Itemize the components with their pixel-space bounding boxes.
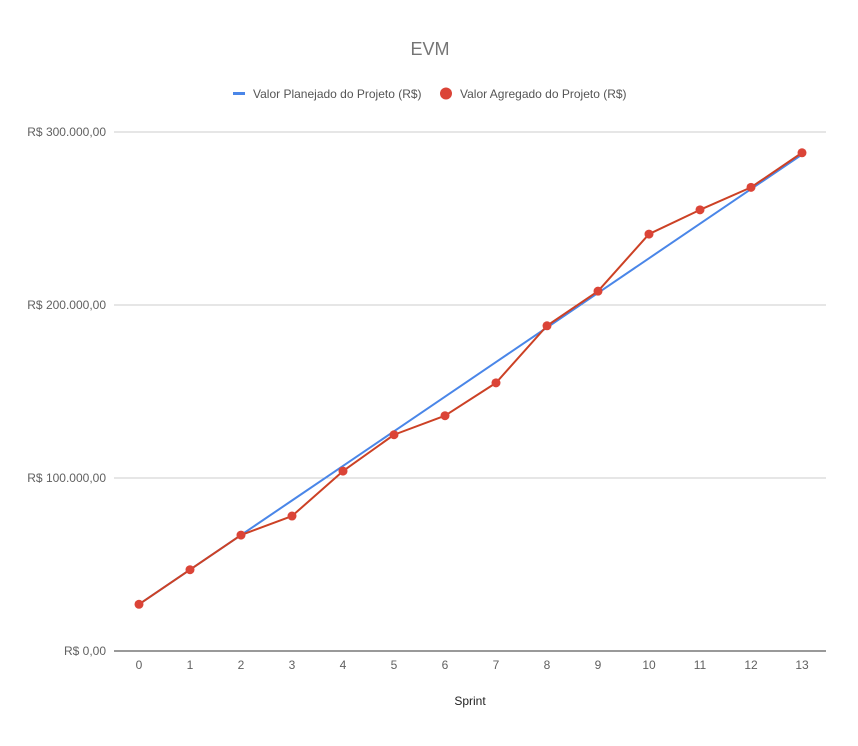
earned-value-point — [185, 565, 195, 575]
earned-value-point — [746, 182, 756, 192]
x-tick-label: 7 — [493, 658, 500, 672]
earned-value-point — [644, 229, 654, 239]
y-tick-label: R$ 300.000,00 — [27, 125, 106, 139]
earned-value-point — [797, 148, 807, 158]
legend-line-marker-planned — [233, 92, 245, 95]
x-axis-ticks: 0 1 2 3 4 5 6 7 8 9 10 11 12 13 — [136, 658, 809, 672]
legend-label-earned: Valor Agregado do Projeto (R$) — [460, 87, 627, 101]
x-axis-title: Sprint — [454, 694, 486, 708]
x-tick-label: 13 — [795, 658, 809, 672]
x-tick-label: 3 — [289, 658, 296, 672]
x-tick-label: 1 — [187, 658, 194, 672]
x-tick-label: 0 — [136, 658, 143, 672]
earned-value-point — [287, 511, 297, 521]
y-tick-label: R$ 0,00 — [64, 644, 106, 658]
x-tick-label: 8 — [544, 658, 551, 672]
x-tick-label: 11 — [694, 658, 707, 672]
chart-title: EVM — [410, 39, 449, 59]
x-tick-label: 6 — [442, 658, 449, 672]
series-lines — [138, 151, 803, 606]
x-tick-label: 12 — [744, 658, 758, 672]
x-tick-label: 2 — [238, 658, 245, 672]
x-tick-label: 9 — [595, 658, 602, 672]
x-tick-label: 4 — [340, 658, 347, 672]
earned-value-point — [236, 530, 246, 540]
series-points — [134, 148, 807, 609]
gridlines — [114, 131, 826, 652]
earned-value-point — [542, 321, 552, 331]
legend-dot-marker-earned — [440, 87, 452, 100]
legend-label-planned: Valor Planejado do Projeto (R$) — [253, 87, 422, 101]
earned-value-point — [338, 466, 348, 476]
earned-value-point — [440, 411, 450, 421]
earned-value-line — [138, 151, 803, 606]
x-tick-label: 10 — [642, 658, 656, 672]
chart-legend: Valor Planejado do Projeto (R$) Valor Ag… — [233, 87, 627, 101]
y-tick-label: R$ 100.000,00 — [27, 471, 106, 485]
earned-value-point — [695, 205, 705, 215]
x-tick-label: 5 — [391, 658, 398, 672]
y-axis-ticks: R$ 0,00 R$ 100.000,00 R$ 200.000,00 R$ 300.… — [27, 125, 106, 658]
y-tick-label: R$ 200.000,00 — [27, 298, 106, 312]
earned-value-point — [491, 378, 501, 388]
earned-value-point — [134, 599, 144, 609]
earned-value-point — [389, 430, 399, 440]
planned-value-line — [138, 153, 803, 606]
earned-value-point — [593, 286, 603, 296]
